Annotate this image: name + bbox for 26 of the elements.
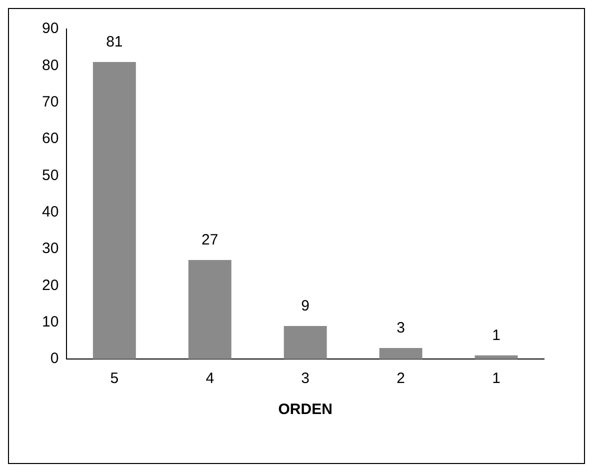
bar [474, 355, 518, 359]
y-tick-label: 0 [50, 350, 59, 368]
data-label: 1 [492, 326, 500, 344]
x-tick-label: 2 [396, 370, 405, 388]
bar [188, 260, 232, 359]
bar [92, 62, 136, 359]
x-tick-label: 4 [206, 370, 214, 388]
data-label: 27 [202, 232, 218, 249]
x-axis-title: ORDEN [278, 401, 332, 418]
data-label: 9 [301, 298, 310, 315]
x-tick-label: 1 [492, 370, 500, 388]
x-tick-label: 3 [301, 370, 310, 388]
y-tick-label: 60 [42, 130, 59, 148]
y-tick-label: 80 [42, 56, 59, 74]
y-tick-label: 20 [42, 276, 59, 294]
data-label: 3 [396, 320, 405, 337]
y-tick-label: 30 [42, 240, 59, 258]
data-label: 81 [106, 34, 123, 51]
x-tick-label: 5 [110, 370, 119, 388]
bar [284, 326, 327, 359]
bar [379, 348, 422, 359]
y-tick-label: 10 [42, 313, 59, 330]
y-tick-label: 70 [42, 93, 59, 110]
y-tick-label: 90 [42, 20, 59, 38]
y-tick-label: 50 [42, 166, 59, 184]
y-tick-label: 40 [42, 203, 59, 220]
